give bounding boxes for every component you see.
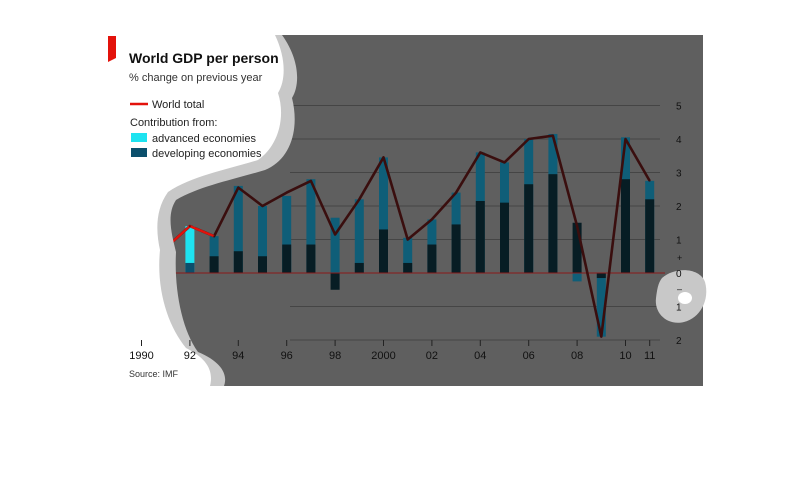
- x-tick-label: 98: [329, 350, 341, 362]
- bar-advanced-1992: [185, 226, 195, 273]
- bar-developing-1992: [185, 262, 195, 273]
- legend: World total Contribution from: advanced …: [130, 99, 262, 160]
- bar-advanced-2000: [379, 157, 388, 273]
- world-total-point-2009: [600, 335, 603, 338]
- x-tick-label: 02: [426, 350, 438, 362]
- legend-world-total: World total: [152, 99, 204, 111]
- world-total-point-1995: [261, 205, 264, 207]
- bar-advanced-1995: [258, 206, 267, 273]
- y-tick-label: 0: [676, 269, 682, 280]
- y-tick-label: 1: [676, 303, 682, 314]
- world-total-point-2002: [431, 218, 433, 221]
- x-tick-label: 10: [619, 350, 631, 362]
- y-tick-label: 2: [676, 202, 682, 213]
- bar-advanced-1999: [354, 199, 364, 273]
- bar-developing-2007: [548, 174, 558, 273]
- bar-developing-1994: [233, 251, 243, 273]
- world-total-point-1999: [358, 198, 361, 201]
- world-total-point-2001: [406, 238, 409, 241]
- bar-developing-2011: [645, 199, 655, 273]
- bar-developing-2008: [572, 222, 582, 273]
- bar-advanced-1998: [330, 217, 340, 273]
- title-blob: [108, 35, 284, 386]
- x-tick-label: 2000: [371, 350, 395, 362]
- bar-advanced-1993: [209, 236, 219, 273]
- source-note: Source: IMF: [129, 369, 179, 379]
- legend-advanced-swatch: [131, 133, 147, 142]
- legend-developing-swatch: [131, 148, 147, 157]
- world-total-point-2004: [479, 151, 482, 154]
- x-tick-label: 06: [523, 350, 535, 362]
- bar-developing-2010: [621, 179, 630, 273]
- world-total-point-2008: [576, 225, 578, 227]
- world-total-point-2006: [527, 138, 530, 140]
- bar-advanced-1994: [233, 185, 243, 273]
- bar-advanced-2008: [572, 273, 582, 282]
- y-sign-minus: –: [677, 284, 682, 294]
- x-tick-label: 92: [184, 350, 196, 362]
- world-total-point-2003: [455, 191, 457, 194]
- world-total-point-1993: [213, 235, 215, 237]
- y-tick-label: 1: [676, 236, 682, 247]
- bar-developing-2006: [524, 184, 534, 273]
- bar-advanced-2001: [403, 237, 413, 273]
- world-total-point-1992: [189, 225, 191, 227]
- brand-accent: [108, 36, 116, 62]
- world-total-point-2010: [624, 138, 627, 140]
- x-tick-label: 11: [644, 350, 655, 362]
- legend-advanced: advanced economies: [152, 133, 256, 145]
- bar-developing-1995: [258, 256, 267, 273]
- world-total-point-1996: [285, 191, 288, 194]
- world-total-point-1998: [334, 233, 336, 236]
- y-tick-label: 3: [676, 169, 682, 180]
- y-axis-labels: 5 4 3 2 1 0 1 2 + –: [676, 102, 682, 348]
- world-total-line: [140, 134, 651, 338]
- world-total-point-2011: [648, 180, 651, 182]
- x-tick-label: 96: [281, 350, 293, 362]
- bar-developing-2009: [596, 273, 606, 279]
- bar-developing-1997: [306, 244, 316, 273]
- bar-developing-2000: [379, 229, 388, 273]
- chart-subtitle: % change on previous year: [129, 72, 263, 84]
- world-total-point-2005: [503, 161, 506, 164]
- x-axis-labels: 1990 92 94 96 98 2000 02 04 06 08 10 11: [129, 340, 655, 362]
- bar-developing-1996: [282, 244, 292, 273]
- y-tick-label: 4: [676, 135, 682, 146]
- bar-developing-1999: [354, 262, 364, 273]
- bar-developing-1993: [209, 256, 219, 273]
- world-total-point-1997: [310, 180, 312, 182]
- x-tick-label: 94: [232, 350, 244, 362]
- bar-advanced-1996: [282, 195, 292, 273]
- chart-title: World GDP per person: [129, 50, 279, 66]
- legend-developing: developing economies: [152, 148, 262, 160]
- y-sign-plus: +: [677, 253, 682, 263]
- bar-developing-2001: [403, 262, 413, 273]
- world-total-point-2007: [552, 134, 554, 137]
- legend-contribution-label: Contribution from:: [130, 117, 217, 129]
- right-blob-hole: [678, 292, 692, 304]
- y-tick-label: 2: [676, 336, 682, 347]
- bar-advanced-1997: [306, 179, 316, 273]
- x-tick-label: 04: [474, 350, 486, 362]
- world-total-point-2000: [382, 156, 385, 159]
- bar-developing-1998: [330, 273, 340, 290]
- bar-developing-2003: [451, 224, 461, 273]
- overlay-blobs: [108, 35, 707, 386]
- x-tick-label: 08: [571, 350, 583, 362]
- bar-advanced-2009: [596, 273, 606, 337]
- bar-developing-2004: [475, 200, 485, 273]
- x-tick-label: 1990: [129, 350, 153, 362]
- bar-developing-2002: [427, 244, 437, 273]
- bar-developing-2005: [500, 202, 509, 273]
- world-total-point-1994: [237, 186, 240, 189]
- y-tick-label: 5: [676, 102, 682, 113]
